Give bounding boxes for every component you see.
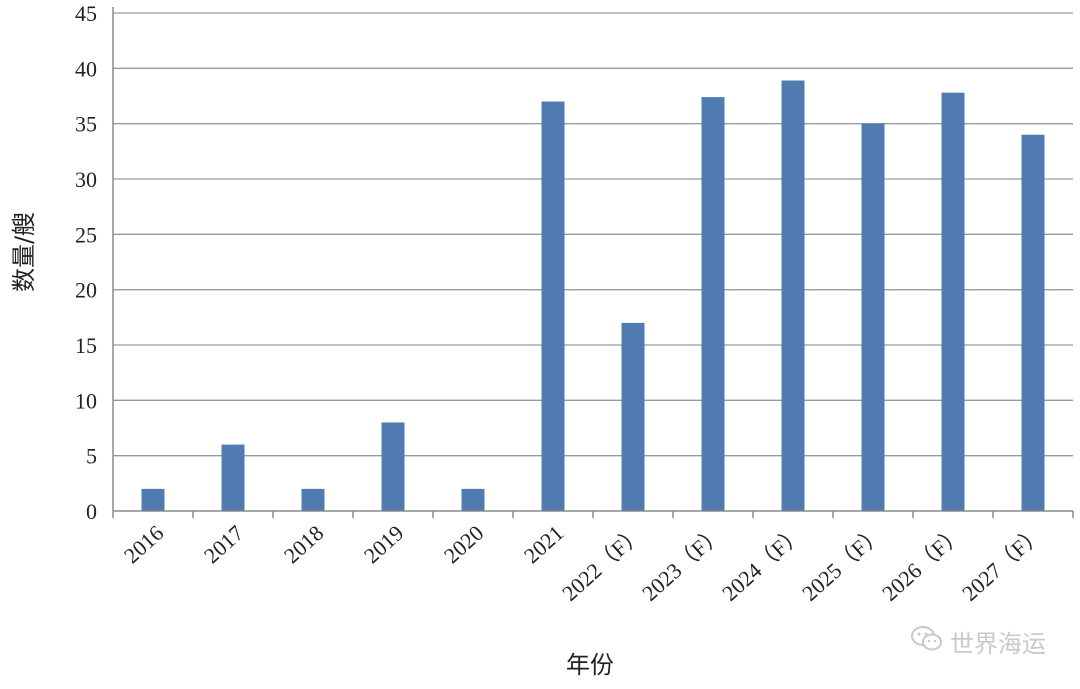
watermark: 世界海运 bbox=[910, 624, 1046, 659]
x-tick-label: 2017 bbox=[199, 520, 248, 568]
x-tick-label: 2026（F） bbox=[877, 520, 968, 606]
x-tick-label: 2018 bbox=[279, 520, 328, 568]
watermark-text: 世界海运 bbox=[950, 630, 1046, 658]
wechat-icon bbox=[910, 625, 944, 659]
bar bbox=[461, 488, 485, 511]
bars bbox=[141, 80, 1045, 512]
x-tick-labels: 2016 2017 2018 2019 2020 20212022（F）2023（F）20… bbox=[119, 520, 1048, 606]
y-tick-label: 40 bbox=[75, 56, 97, 81]
x-tick-label: 2020 bbox=[439, 520, 488, 568]
bar bbox=[381, 422, 405, 511]
y-tick-label: 35 bbox=[75, 112, 97, 137]
x-tick-label: 2019 bbox=[359, 520, 408, 568]
y-tick-labels: 0 5 10 15 20 25 30 35 40 45 bbox=[75, 1, 97, 524]
y-tick-label: 20 bbox=[75, 278, 97, 303]
y-tick-label: 15 bbox=[75, 333, 97, 358]
y-tick-label: 25 bbox=[75, 222, 97, 247]
bar bbox=[701, 97, 725, 512]
bar bbox=[1021, 134, 1045, 511]
y-tick-label: 10 bbox=[75, 388, 97, 413]
x-tick-label: 2022（F） bbox=[557, 520, 648, 606]
x-tick-label: 2027（F） bbox=[957, 520, 1048, 606]
y-axis-title: 数量/艘 bbox=[10, 212, 38, 292]
bar bbox=[621, 322, 645, 511]
x-tick-label: 2016 bbox=[119, 520, 168, 568]
bar bbox=[941, 92, 965, 512]
x-tick-label: 2025（F） bbox=[797, 520, 888, 606]
y-tick-label: 30 bbox=[75, 167, 97, 192]
bar bbox=[541, 101, 565, 512]
y-tick-label: 45 bbox=[75, 1, 97, 26]
bar bbox=[141, 488, 165, 511]
x-tick-label: 2023（F） bbox=[637, 520, 728, 606]
bar bbox=[221, 444, 245, 511]
bar bbox=[861, 123, 885, 512]
grid-lines bbox=[113, 12, 1073, 457]
y-tick-label: 0 bbox=[86, 499, 97, 524]
bar bbox=[781, 80, 805, 512]
y-tick-label: 5 bbox=[86, 444, 97, 469]
x-axis-title: 年份 bbox=[566, 651, 614, 679]
bar bbox=[301, 488, 325, 511]
x-tick-label: 2021 bbox=[519, 520, 568, 568]
axes bbox=[112, 7, 1074, 518]
x-tick-label: 2024（F） bbox=[717, 520, 808, 606]
